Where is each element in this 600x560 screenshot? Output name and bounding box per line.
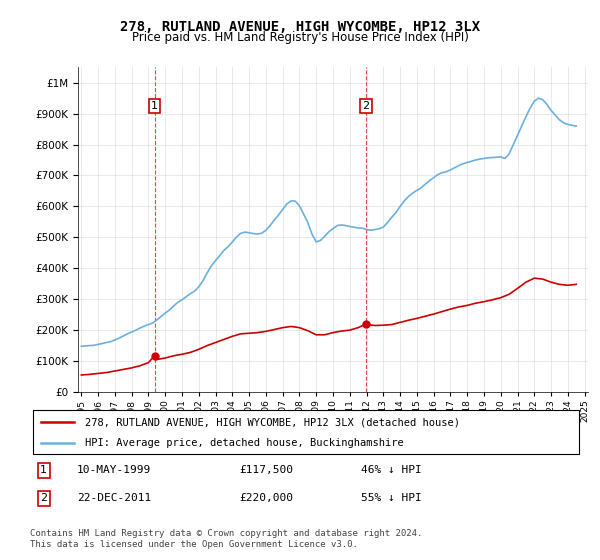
Text: 2: 2 (362, 101, 370, 111)
Text: 55% ↓ HPI: 55% ↓ HPI (361, 493, 422, 503)
Text: 10-MAY-1999: 10-MAY-1999 (77, 465, 151, 475)
Text: £220,000: £220,000 (240, 493, 294, 503)
Text: Contains HM Land Registry data © Crown copyright and database right 2024.
This d: Contains HM Land Registry data © Crown c… (30, 529, 422, 549)
Text: 1: 1 (40, 465, 47, 475)
Text: 278, RUTLAND AVENUE, HIGH WYCOMBE, HP12 3LX (detached house): 278, RUTLAND AVENUE, HIGH WYCOMBE, HP12 … (85, 417, 460, 427)
Text: 46% ↓ HPI: 46% ↓ HPI (361, 465, 422, 475)
Text: 1: 1 (151, 101, 158, 111)
Text: 278, RUTLAND AVENUE, HIGH WYCOMBE, HP12 3LX: 278, RUTLAND AVENUE, HIGH WYCOMBE, HP12 … (120, 20, 480, 34)
Text: £117,500: £117,500 (240, 465, 294, 475)
Text: Price paid vs. HM Land Registry's House Price Index (HPI): Price paid vs. HM Land Registry's House … (131, 31, 469, 44)
Text: 2: 2 (40, 493, 47, 503)
Text: HPI: Average price, detached house, Buckinghamshire: HPI: Average price, detached house, Buck… (85, 438, 404, 448)
FancyBboxPatch shape (33, 410, 579, 454)
Text: 22-DEC-2011: 22-DEC-2011 (77, 493, 151, 503)
